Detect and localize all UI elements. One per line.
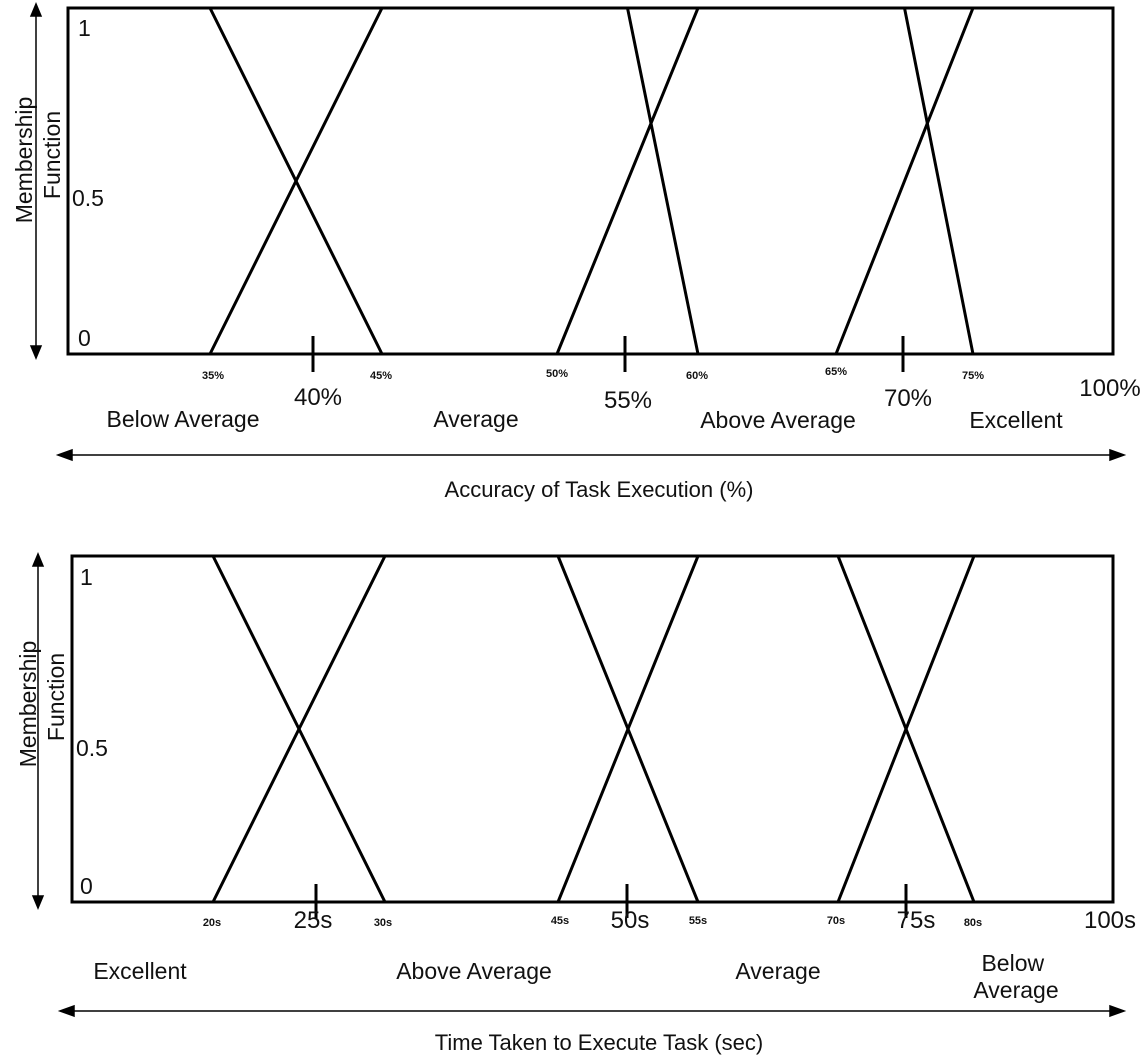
x-major-label: 55% [604, 387, 652, 414]
x-minor-label: 20s [203, 917, 221, 929]
x-minor-label: 50% [546, 368, 568, 380]
x-minor-label: 65% [825, 366, 847, 378]
chart-accuracy: Membership Function 1 0.5 0 40% 55% 70% … [11, 2, 1141, 502]
x-axis-title: Time Taken to Execute Task (sec) [435, 1030, 764, 1055]
x-minor-label: 30s [374, 917, 392, 929]
x-major-label: 70% [884, 385, 932, 412]
y-tick-label: 0.5 [72, 185, 104, 211]
category-label: Average [735, 958, 820, 984]
x-minor-label: 55s [689, 915, 707, 927]
membership-line-above-average [211, 554, 700, 903]
category-label: Above Average [700, 407, 856, 433]
membership-line-average [208, 6, 700, 355]
x-major-label: 50s [611, 907, 650, 934]
x-major-label: 75s [897, 907, 936, 934]
y-tick-label: 0.5 [76, 735, 108, 761]
y-axis-label-line2: Function [43, 653, 69, 741]
y-tick-label: 1 [78, 15, 91, 41]
x-end-label: 100% [1079, 375, 1140, 402]
category-label: Above Average [396, 958, 552, 984]
category-label: Below Average [973, 950, 1058, 1003]
y-tick-label: 1 [80, 564, 93, 590]
x-minor-label: 60% [686, 370, 708, 382]
category-label: Below Average [106, 406, 259, 432]
y-axis-arrow [31, 552, 45, 910]
membership-line-average [556, 554, 976, 903]
membership-line-above-average [555, 6, 975, 355]
category-label: Average [433, 406, 518, 432]
x-minor-label: 45% [370, 370, 392, 382]
x-axis-title: Accuracy of Task Execution (%) [445, 477, 754, 502]
membership-line-excellent [834, 6, 1112, 355]
x-major-label: 25s [294, 907, 333, 934]
y-axis-label-line1: Membership [15, 641, 41, 768]
x-end-label: 100s [1084, 907, 1136, 934]
plot-frame [70, 554, 1115, 904]
y-axis-label-line1: Membership [11, 97, 37, 224]
plot-frame [66, 6, 1115, 356]
series-group [74, 554, 1112, 903]
membership-line-below-average [70, 6, 384, 355]
x-minor-label: 45s [551, 915, 569, 927]
y-tick-label: 0 [80, 873, 93, 899]
x-minor-label: 35% [202, 370, 224, 382]
y-axis-label-line2: Function [39, 111, 65, 199]
x-major-label: 40% [294, 384, 342, 411]
membership-line-excellent [74, 554, 387, 903]
x-axis-arrow [57, 1004, 1127, 1018]
x-axis-arrow [55, 448, 1127, 462]
category-label: Excellent [969, 407, 1063, 433]
x-minor-label: 75% [962, 370, 984, 382]
y-tick-label: 0 [78, 325, 91, 351]
x-minor-label: 70s [827, 915, 845, 927]
y-axis-arrow [29, 2, 43, 360]
category-label: Excellent [93, 958, 187, 984]
chart-time: Membership Function 1 0.5 0 25s 50s 75s … [15, 552, 1136, 1055]
series-group [70, 6, 1112, 355]
membership-line-below-average [836, 554, 1112, 903]
x-minor-label: 80s [964, 917, 982, 929]
